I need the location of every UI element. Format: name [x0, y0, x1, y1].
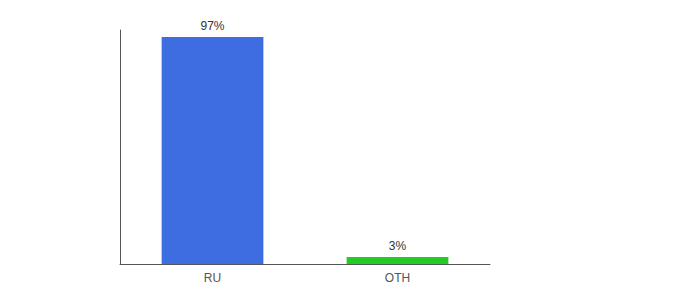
svg-text:97%: 97% — [200, 19, 224, 33]
svg-text:RU: RU — [204, 271, 221, 285]
svg-text:3%: 3% — [389, 239, 407, 253]
svg-text:OTH: OTH — [385, 271, 410, 285]
